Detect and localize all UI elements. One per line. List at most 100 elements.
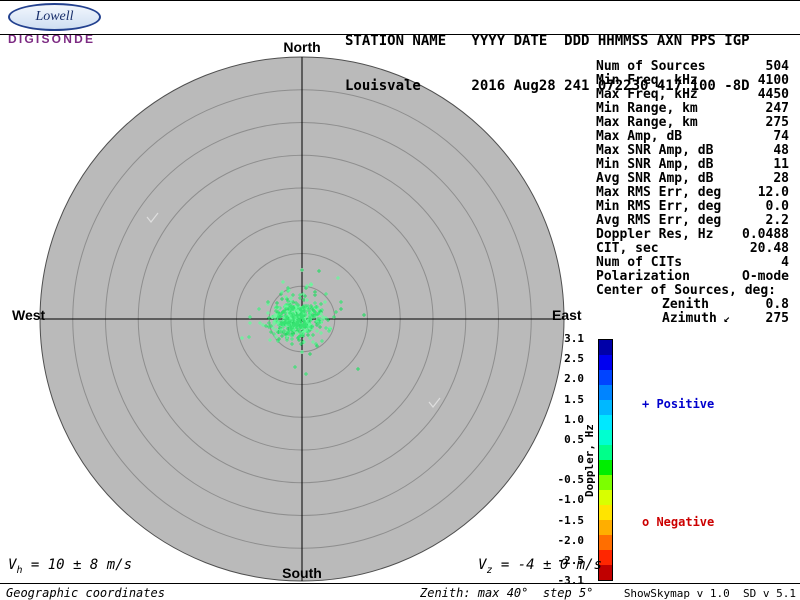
param-value: 20.48 — [749, 241, 789, 256]
colorbar-tick: 0.5 — [564, 432, 584, 446]
logo-lowell-text: Lowell — [35, 9, 74, 24]
logo-digisonde-text: DIGISONDE — [8, 32, 96, 46]
legend-positive: + Positive — [642, 397, 715, 411]
param-label: Min Freq, kHz — [596, 73, 698, 88]
param-row: Max SNR Amp, dB 48 — [596, 144, 789, 158]
param-value: 2.2 — [765, 213, 789, 228]
vh-subscript: h — [16, 564, 23, 576]
param-label: Min RMS Err, deg — [596, 199, 722, 214]
status-bar: Geographic coordinates Zenith: max 40° s… — [0, 583, 800, 600]
param-value: 4100 — [757, 73, 789, 88]
statusbar-version: ShowSkymap v 1.0 SD v 5.1 — [623, 587, 796, 600]
colorbar-tick: -2.5 — [557, 553, 585, 567]
param-row: Max RMS Err, deg 12.0 — [596, 186, 789, 200]
param-row: Num of CITs 4 — [596, 256, 789, 270]
colorbar-axis-label: Doppler, Hz — [583, 424, 596, 498]
statusbar-zenith-range: Zenith: max 40° step 5° — [420, 586, 594, 600]
compass-label-west: West — [12, 307, 46, 323]
param-label: Num of Sources — [596, 59, 706, 74]
param-label: Doppler Res, Hz — [596, 227, 714, 242]
param-label: Max Amp, dB — [596, 129, 683, 144]
param-value: 0.8 — [765, 297, 789, 312]
doppler-colorbar — [598, 339, 613, 581]
param-value: 11 — [773, 157, 789, 172]
vz-symbol: V — [478, 557, 487, 573]
param-label: Min SNR Amp, dB — [596, 157, 714, 172]
colorbar-tick: -1.0 — [557, 493, 585, 507]
param-label: Max SNR Amp, dB — [596, 143, 714, 158]
colorbar-tick: 1.0 — [564, 412, 584, 426]
vertical-velocity: Vz = -4 ± 0 m/s — [478, 557, 602, 576]
param-value: 0.0 — [765, 199, 789, 214]
compass-label-east: East — [552, 307, 582, 323]
param-label: Max RMS Err, deg — [596, 185, 722, 200]
colorbar-tick: -0.5 — [557, 473, 585, 487]
param-row: Azimuth ↙ 275 — [596, 312, 789, 326]
parameters-panel: Num of Sources 504 Min Freq, kHz 4100 Max Fr… — [596, 60, 789, 326]
param-value: 0.0488 — [742, 227, 789, 242]
colorbar-tick: 0 — [577, 453, 584, 466]
param-row: CIT, sec 20.48 — [596, 242, 789, 256]
colorbar-tick: -1.5 — [557, 513, 585, 527]
vh-symbol: V — [8, 557, 17, 573]
param-row: Max Range, km 275 — [596, 116, 789, 130]
vz-value: = -4 ± 0 m/s — [492, 557, 603, 573]
param-row: Max Freq, kHz 4450 — [596, 88, 789, 102]
colorbar-tick: 2.0 — [564, 372, 584, 386]
stray-echo-mark — [428, 397, 441, 408]
param-value: 4450 — [757, 87, 789, 102]
colorbar-ticks: 3.1 2.5 2.0 1.5 1.0 0.5 0 -0.5 -1.0 -1.5 -2.0 -2.5-… — [544, 1, 585, 600]
lowell-logo-ellipse: Lowell — [8, 3, 101, 31]
station-header-row1: STATION NAME YYYY DATE DDD HHMMSS AXN PP… — [345, 33, 750, 49]
colorbar-tick: 3.1 — [564, 332, 584, 345]
compass-label-north: North — [283, 39, 321, 55]
param-value: 504 — [765, 59, 789, 74]
param-value: 247 — [765, 101, 789, 116]
stray-echo-mark — [146, 212, 159, 223]
colorbar-tick: 1.5 — [564, 392, 584, 406]
param-label: Min Range, km — [596, 101, 698, 116]
param-value: 48 — [773, 143, 789, 158]
param-value: 74 — [773, 129, 789, 144]
colorbar-tick: -2.0 — [557, 533, 585, 547]
param-label: Center of Sources, deg: — [596, 283, 777, 298]
param-row: Avg SNR Amp, dB 28 — [596, 172, 789, 186]
param-label: Azimuth ↙ — [662, 311, 731, 326]
param-row: Avg RMS Err, deg 2.2 — [596, 214, 789, 228]
param-row: Polarization O-mode — [596, 270, 789, 284]
param-row: Num of Sources 504 — [596, 60, 789, 74]
param-value: 28 — [773, 171, 789, 186]
param-label: Max Freq, kHz — [596, 87, 698, 102]
compass-label-south: South — [282, 565, 322, 581]
station-header-row2: Louisvale 2016 Aug28 241 072230 417 100 … — [345, 78, 750, 94]
lowell-digisonde-logo: Lowell DIGISONDE — [8, 3, 101, 46]
param-row: Min SNR Amp, dB 11 — [596, 158, 789, 172]
param-value: 275 — [765, 311, 789, 326]
vh-value: = 10 ± 8 m/s — [22, 557, 133, 573]
param-label: Max Range, km — [596, 115, 698, 130]
param-row: Max Amp, dB 74 — [596, 130, 789, 144]
param-label: Avg RMS Err, deg — [596, 213, 722, 228]
param-value: 4 — [781, 255, 789, 270]
azimuth-direction-icon: ↙ — [716, 312, 731, 325]
statusbar-coordinates: Geographic coordinates — [6, 586, 165, 600]
colorbar-tick: 2.5 — [564, 352, 584, 366]
param-value: 12.0 — [757, 185, 789, 200]
param-row: Min Range, km 247 — [596, 102, 789, 116]
param-row: Min RMS Err, deg 0.0 — [596, 200, 789, 214]
param-row: Doppler Res, Hz 0.0488 — [596, 228, 789, 242]
header-divider — [0, 34, 800, 35]
station-header: STATION NAME YYYY DATE DDD HHMMSS AXN PP… — [345, 4, 750, 124]
param-label: Zenith — [662, 297, 709, 312]
source-markers — [264, 286, 343, 376]
param-label: Polarization — [596, 269, 690, 284]
param-value: 275 — [765, 115, 789, 130]
legend-negative: o Negative — [642, 515, 715, 529]
param-label: CIT, sec — [596, 241, 659, 256]
param-row: Center of Sources, deg: — [596, 284, 789, 298]
param-value: O-mode — [742, 269, 789, 284]
param-row: Min Freq, kHz 4100 — [596, 74, 789, 88]
param-label: Num of CITs — [596, 255, 683, 270]
